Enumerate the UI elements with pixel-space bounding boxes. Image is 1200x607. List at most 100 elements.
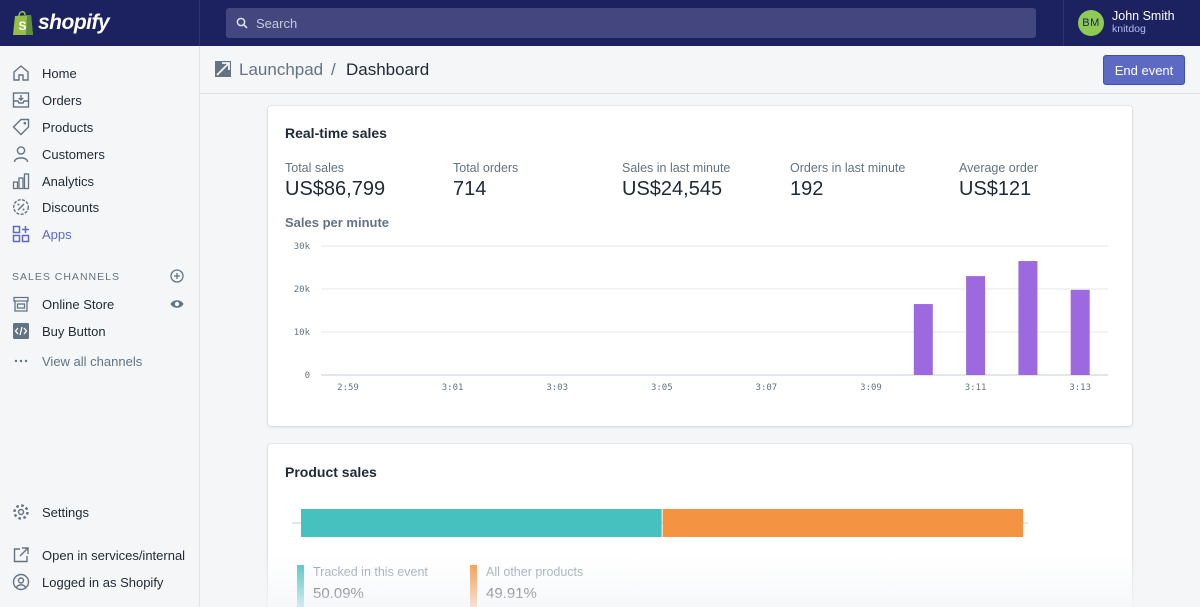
y-tick-label: 10k xyxy=(294,328,311,338)
stat-total-orders: Total orders 714 xyxy=(453,161,518,201)
apps-icon xyxy=(12,225,30,243)
legend-value: 49.91% xyxy=(486,585,537,602)
stat-value: US$86,799 xyxy=(285,178,386,200)
svg-text:S: S xyxy=(19,19,27,33)
page-title: Dashboard xyxy=(346,60,430,79)
sidebar-item-label: Logged in as Shopify xyxy=(42,574,164,590)
breadcrumb-separator: / xyxy=(331,60,336,79)
legend-label: Tracked in this event xyxy=(313,565,428,579)
launchpad-icon xyxy=(215,61,231,77)
product-sales-card: Product sales Tracked in this event 50.0… xyxy=(268,444,1132,607)
chart-bar xyxy=(913,304,933,375)
sidebar-item-analytics[interactable]: Analytics xyxy=(0,168,200,194)
card-title: Product sales xyxy=(285,464,377,480)
sidebar-item-home[interactable]: Home xyxy=(0,60,200,86)
share-segment xyxy=(301,509,662,537)
store-icon xyxy=(12,295,30,313)
stat-value: 192 xyxy=(790,178,824,200)
eye-icon[interactable] xyxy=(170,299,184,309)
legend-swatch xyxy=(470,565,477,607)
sidebar-item-label: Discounts xyxy=(42,199,100,215)
stat-value: US$121 xyxy=(959,178,1032,200)
brand-name: shopify xyxy=(38,11,110,34)
stat-value: US$24,545 xyxy=(622,178,723,200)
sidebar-item-label: Home xyxy=(42,65,77,81)
search-input[interactable] xyxy=(256,15,1016,31)
breadcrumb-launchpad[interactable]: Launchpad xyxy=(239,60,324,79)
stat-value: 714 xyxy=(453,178,487,200)
sidebar-item-label: Online Store xyxy=(42,296,115,312)
sidebar-item-label: Open in services/internal xyxy=(42,547,186,563)
product-share-bar xyxy=(292,509,1028,537)
stat-label: Orders in last minute xyxy=(790,161,906,175)
legend-other-products: All other products 49.91% xyxy=(470,565,583,607)
y-tick-label: 0 xyxy=(305,371,310,381)
customer-icon xyxy=(12,145,30,163)
orders-icon xyxy=(12,91,30,109)
sidebar-item-logged-in[interactable]: Logged in as Shopify xyxy=(0,569,200,595)
more-horizontal-icon xyxy=(12,352,30,370)
sidebar-item-label: Buy Button xyxy=(42,323,106,339)
page-header: Launchpad / Dashboard End event xyxy=(200,46,1200,94)
top-bar: S shopify BM John Smith knitdog xyxy=(0,0,1200,46)
sidebar-item-label: Settings xyxy=(42,504,89,520)
chart-bar xyxy=(1070,289,1090,375)
stat-sales-last-minute: Sales in last minute US$24,545 xyxy=(622,161,730,201)
sidebar-item-view-all-channels[interactable]: View all channels xyxy=(0,348,200,374)
end-event-button[interactable]: End event xyxy=(1103,55,1185,85)
shopping-bag-icon: S xyxy=(13,10,33,35)
sidebar-item-online-store[interactable]: Online Store xyxy=(0,291,200,317)
sales-channels-title: SALES CHANNELS xyxy=(12,271,120,283)
legend-label: All other products xyxy=(486,565,584,579)
chart-bar xyxy=(1018,261,1038,375)
legend-tracked: Tracked in this event 50.09% xyxy=(297,565,428,607)
sidebar-item-customers[interactable]: Customers xyxy=(0,141,200,167)
sidebar-item-products[interactable]: Products xyxy=(0,114,200,140)
legend-value: 50.09% xyxy=(313,585,364,602)
stat-label: Average order xyxy=(959,161,1038,175)
x-tick-label: 3:01 xyxy=(442,383,464,393)
x-tick-label: 3:03 xyxy=(546,383,568,393)
sales-per-minute-chart: 0 10k 20k 30k 2:59 3:01 3:03 3:05 3:07 3:09 3:11 3:… xyxy=(294,242,1108,393)
home-icon xyxy=(12,64,30,82)
realtime-sales-card: Real-time sales Total sales US$86,799 To… xyxy=(268,106,1132,426)
sidebar-item-open-internal[interactable]: Open in services/internal xyxy=(0,542,200,568)
buy-button-icon xyxy=(12,322,30,340)
x-tick-label: 2:59 xyxy=(337,383,359,393)
sidebar-item-orders[interactable]: Orders xyxy=(0,87,200,113)
avatar: BM xyxy=(1078,10,1104,36)
analytics-icon xyxy=(12,172,30,190)
sidebar-item-label: View all channels xyxy=(42,353,143,369)
gear-icon xyxy=(12,503,30,521)
x-tick-label: 3:11 xyxy=(965,383,987,393)
external-link-icon xyxy=(12,546,30,564)
chart-title: Sales per minute xyxy=(285,215,390,230)
sidebar-item-settings[interactable]: Settings xyxy=(0,499,200,525)
y-tick-label: 20k xyxy=(294,285,311,295)
sidebar-item-buy-button[interactable]: Buy Button xyxy=(0,318,200,344)
search-bar[interactable] xyxy=(226,8,1036,38)
search-icon xyxy=(236,17,248,29)
y-tick-label: 30k xyxy=(294,242,311,252)
sidebar-item-discounts[interactable]: Discounts xyxy=(0,194,200,220)
share-segment xyxy=(662,509,1023,537)
sidebar: Home Orders Products Customers Analytics… xyxy=(0,46,200,607)
discount-icon xyxy=(12,198,30,216)
stat-average-order: Average order US$121 xyxy=(959,161,1038,201)
sidebar-item-label: Products xyxy=(42,119,94,135)
sidebar-item-label: Apps xyxy=(42,226,72,242)
add-circle-icon[interactable] xyxy=(170,269,184,283)
x-tick-label: 3:09 xyxy=(860,383,882,393)
tag-icon xyxy=(12,118,30,136)
legend-swatch xyxy=(297,565,304,607)
sidebar-item-apps[interactable]: Apps xyxy=(0,221,200,247)
sidebar-item-label: Analytics xyxy=(42,173,95,189)
stat-label: Total sales xyxy=(285,161,345,175)
stat-label: Sales in last minute xyxy=(622,161,731,175)
shop-name: knitdog xyxy=(1112,23,1146,35)
shopify-logo[interactable]: S shopify xyxy=(0,0,200,46)
user-menu[interactable]: BM John Smith knitdog xyxy=(1063,0,1200,46)
card-title: Real-time sales xyxy=(285,125,387,141)
x-tick-label: 3:13 xyxy=(1069,383,1091,393)
stat-total-sales: Total sales US$86,799 xyxy=(285,161,385,201)
